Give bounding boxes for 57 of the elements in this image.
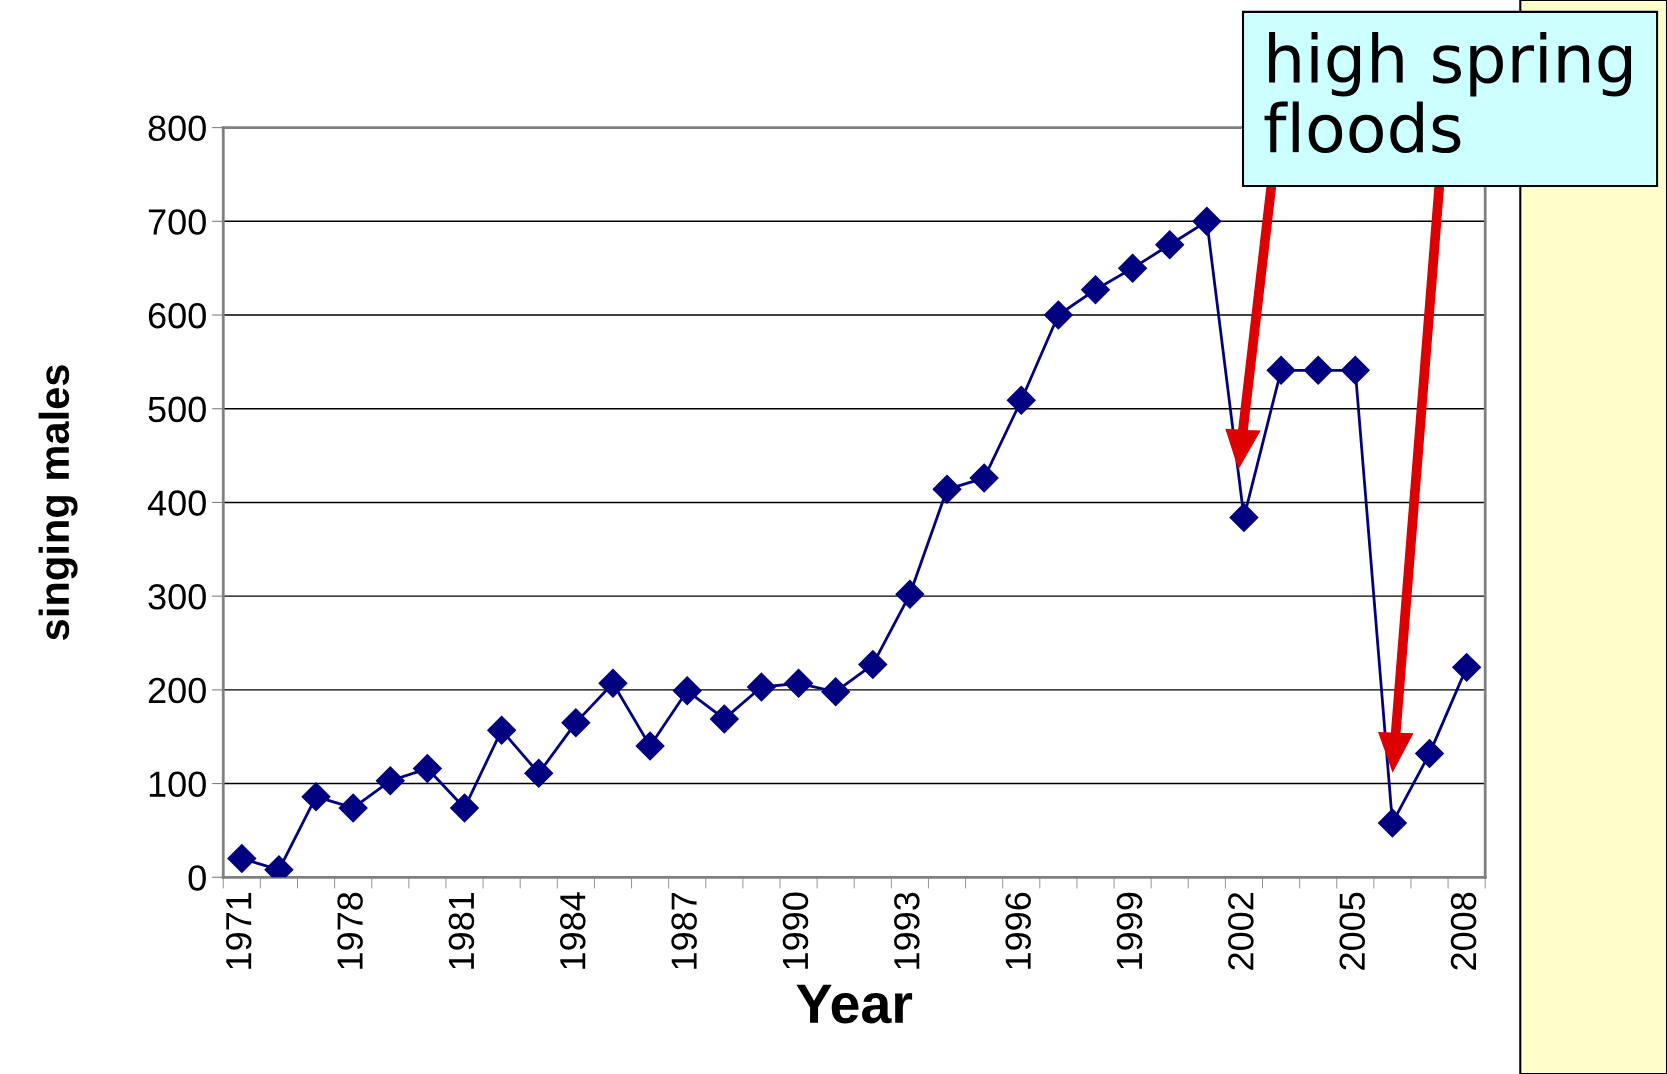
y-axis-title: singing males [38,365,78,640]
y-tick-label: 400 [147,490,206,516]
point [450,793,479,823]
point [1415,739,1444,769]
x-tick-label: 1981 [448,892,475,969]
x-tick-label: 1993 [894,892,920,969]
point [1006,385,1036,415]
y-tick-label: 200 [148,677,206,704]
point [635,731,665,761]
point [932,474,962,504]
y-tick-label: 500 [148,396,206,423]
point [1266,355,1296,385]
point [784,668,814,698]
point [487,715,517,745]
y-tick-label: 700 [148,209,206,235]
point [375,766,405,796]
x-tick-label: 1984 [559,892,586,969]
y-tick-label: 600 [148,302,206,329]
x-tick-label: 1999 [1116,892,1143,969]
x-tick-label: 1987 [671,892,697,969]
x-tick-label: 1978 [337,892,363,969]
x-tick-label: 2008 [1450,892,1477,970]
point [301,782,331,812]
point [338,793,368,823]
point [227,844,257,873]
point [1377,808,1407,838]
point [1340,355,1370,385]
y-tick-label: 0 [188,865,206,891]
point [412,754,442,784]
point [969,463,999,493]
point [672,676,702,706]
x-tick-label: 1996 [1005,892,1031,969]
y-tick-label: 100 [149,771,206,798]
y-tick-label: 300 [148,584,206,610]
point [561,708,591,738]
y-tick-label: 800 [148,115,206,142]
point [895,579,925,609]
point [1118,253,1148,283]
x-tick-label: 2002 [1228,892,1254,970]
point [1192,206,1222,236]
point [1452,652,1482,682]
x-tick-label: 1971 [225,892,252,969]
point [709,704,739,734]
point [1043,300,1073,330]
point [1155,230,1185,260]
point [858,650,888,680]
point [1229,502,1259,532]
point [746,672,776,702]
point [524,758,554,788]
point [598,668,628,698]
x-axis-title: Year [796,984,913,1024]
point [821,677,851,707]
x-tick-label: 1990 [782,892,809,969]
annotation: high spring floods [1264,31,1632,154]
x-tick-label: 2005 [1339,892,1365,970]
point [1303,355,1333,385]
point [1081,275,1110,305]
